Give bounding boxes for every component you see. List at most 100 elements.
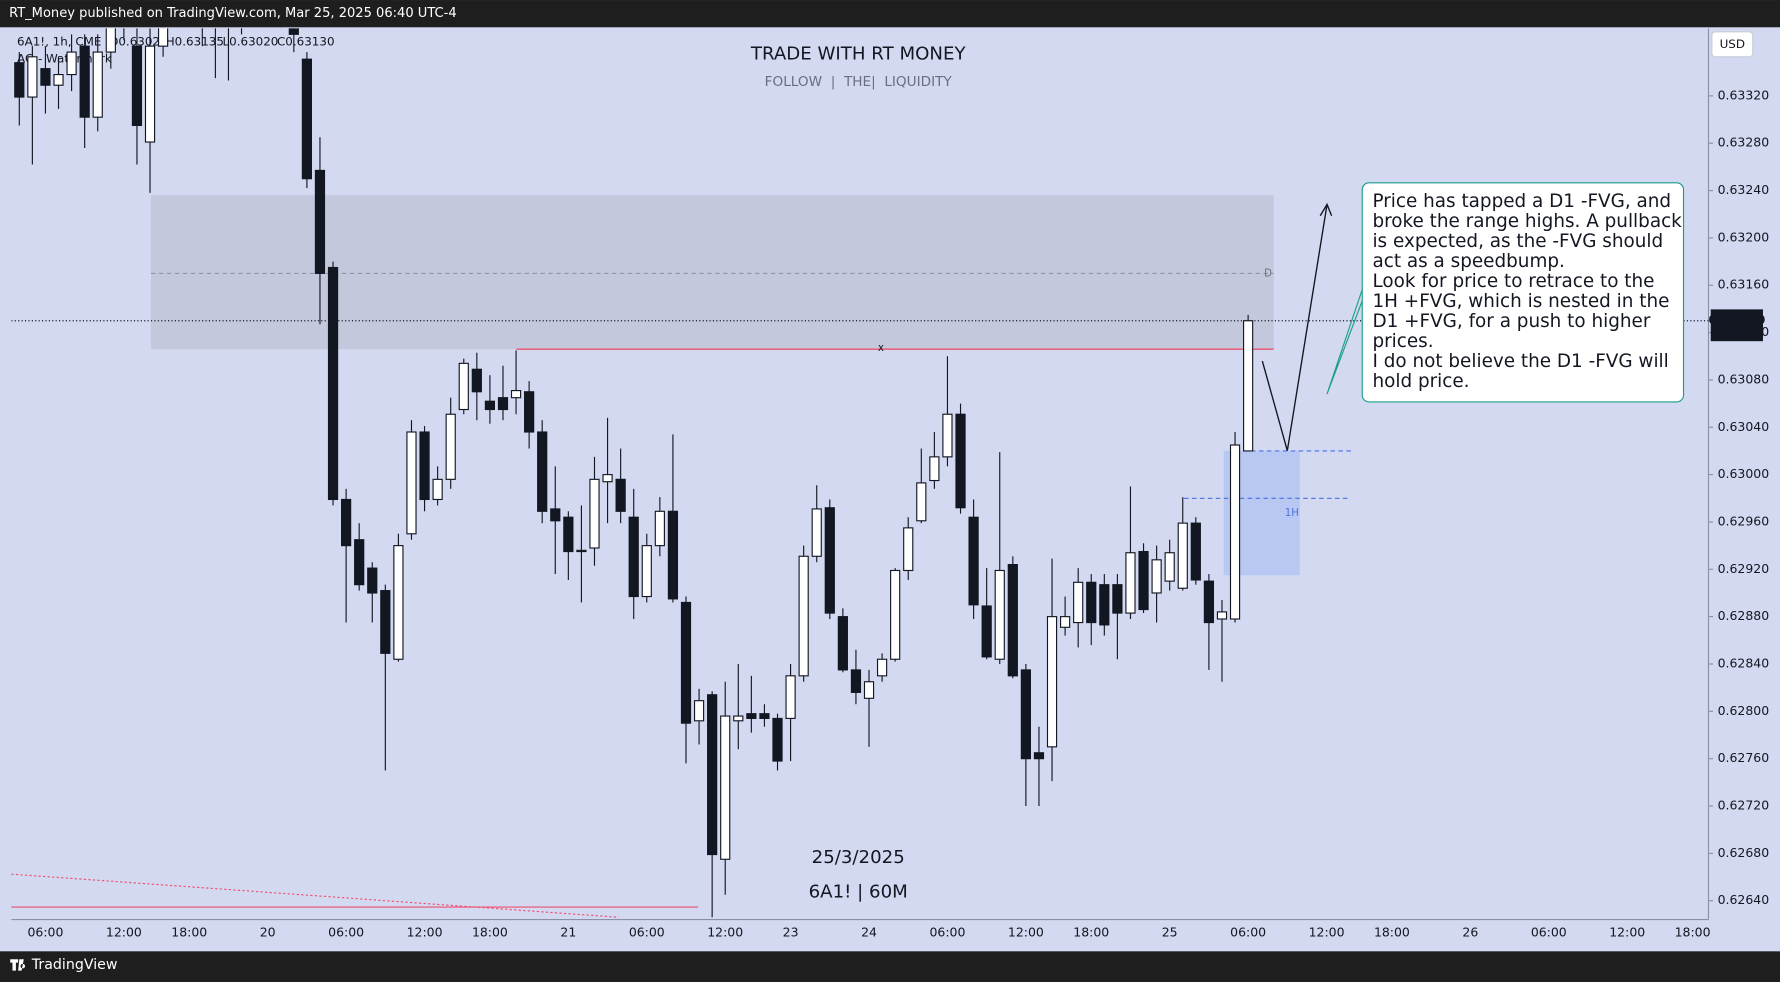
candle-body [1007, 563, 1018, 677]
range-high-label: x [878, 343, 884, 354]
candle-body [471, 368, 482, 393]
y-tick-label: 0.63080 [1718, 371, 1770, 386]
candle-body [1177, 522, 1188, 589]
candle-body [157, 28, 169, 47]
x-tick-label: 06:00 [1230, 925, 1266, 940]
candle-body [759, 713, 770, 719]
note-line: D1 +FVG, for a push to higher [1372, 311, 1650, 332]
header-bar [0, 0, 1780, 28]
candle-body [890, 569, 901, 660]
x-tick-label: 06:00 [1531, 925, 1567, 940]
candle-body [301, 58, 313, 180]
candle-body [1059, 616, 1071, 628]
candle-body [589, 478, 600, 549]
x-tick-label: 20 [260, 925, 276, 940]
x-tick-label: 21 [560, 925, 576, 940]
candle-body [79, 45, 90, 118]
candle-body [53, 73, 64, 86]
candle-body [1216, 611, 1228, 620]
x-tick-label: 06:00 [929, 925, 965, 940]
candle-body [680, 601, 692, 724]
candle-body [1033, 752, 1045, 760]
candle-body [798, 555, 809, 677]
y-tick-label: 0.63200 [1718, 229, 1770, 244]
candle-body [1138, 550, 1149, 611]
x-tick-label: 24 [861, 925, 877, 940]
y-tick-label: 0.62640 [1718, 892, 1770, 907]
candle-body [510, 390, 522, 399]
candle-body [40, 68, 51, 86]
candle-body [1151, 559, 1162, 594]
note-line: prices. [1372, 331, 1433, 352]
candle-body [144, 45, 156, 143]
y-tick-label: 0.63000 [1718, 466, 1770, 481]
x-tick-label: 18:00 [1073, 925, 1109, 940]
candle-body [563, 516, 574, 553]
candle-body [92, 51, 103, 118]
candle-body [105, 28, 116, 53]
candle-body [1086, 581, 1097, 624]
y-tick-label: 0.63040 [1718, 419, 1770, 434]
footer-logo [10, 959, 26, 971]
candle-body [916, 482, 927, 522]
candle-body [785, 675, 796, 719]
x-tick-label: 06:00 [328, 925, 364, 940]
y-tick-label: 0.62960 [1718, 513, 1770, 528]
candle-body [720, 715, 731, 860]
candle-body [654, 510, 665, 547]
candle-body [876, 658, 888, 677]
candle-body [367, 567, 378, 594]
candle-body [929, 456, 940, 482]
last-price-label: 0.63130 [1708, 312, 1765, 327]
note-line: Price has tapped a D1 -FVG, and [1372, 191, 1671, 212]
candle-body [1099, 584, 1110, 626]
header-text: RT_Money published on TradingView.com, M… [9, 6, 457, 21]
candle-body [602, 474, 613, 483]
y-tick-label: 0.62720 [1718, 798, 1770, 813]
currency-label: USD [1720, 37, 1745, 51]
candle-body [968, 516, 979, 606]
candle-body [406, 431, 417, 535]
ohlc-close: C0.63130 [277, 35, 335, 49]
candle-body [772, 717, 783, 762]
candle-body [484, 400, 496, 411]
candle-body [955, 413, 966, 509]
y-tick-label: 0.62920 [1718, 561, 1770, 576]
x-tick-label: 18:00 [1374, 925, 1410, 940]
currency-box [1711, 31, 1754, 58]
candle-body [1243, 320, 1254, 452]
y-tick-label: 0.62880 [1718, 608, 1770, 623]
trend-line [11, 873, 619, 918]
candle-body [1073, 581, 1084, 624]
x-tick-label: 12:00 [1008, 925, 1044, 940]
arrow-head [1319, 202, 1333, 217]
candle-body [615, 478, 626, 512]
y-tick-label: 0.62840 [1718, 655, 1770, 670]
candle-body [1125, 552, 1136, 614]
candle-body [1190, 522, 1201, 581]
footer-bar [0, 951, 1780, 982]
countdown-label: 19:23 [1719, 326, 1755, 341]
x-tick-label: 25 [1162, 925, 1178, 940]
x-tick-label: 12:00 [1609, 925, 1645, 940]
x-tick-label: 06:00 [27, 925, 63, 940]
plot: D 1H x [11, 28, 1709, 918]
candle-body [380, 590, 391, 654]
candle-body [432, 478, 443, 501]
candle-body [354, 539, 365, 586]
candle-body [1112, 584, 1123, 614]
candle-body [458, 362, 469, 411]
candle-body [641, 545, 652, 598]
candle-body [550, 508, 561, 522]
candle-body [863, 681, 875, 699]
x-tick-label: 12:00 [1309, 925, 1345, 940]
candle-body [497, 397, 509, 411]
watermark-date: 25/3/2025 [812, 847, 905, 868]
candle-body [811, 508, 822, 557]
candle-body [1203, 580, 1215, 624]
note-line: I do not believe the D1 -FVG will [1372, 351, 1668, 372]
candle-body [1229, 444, 1241, 620]
x-tick-label: 18:00 [1675, 925, 1711, 940]
ohlc-high: H0.63135 [166, 35, 224, 49]
